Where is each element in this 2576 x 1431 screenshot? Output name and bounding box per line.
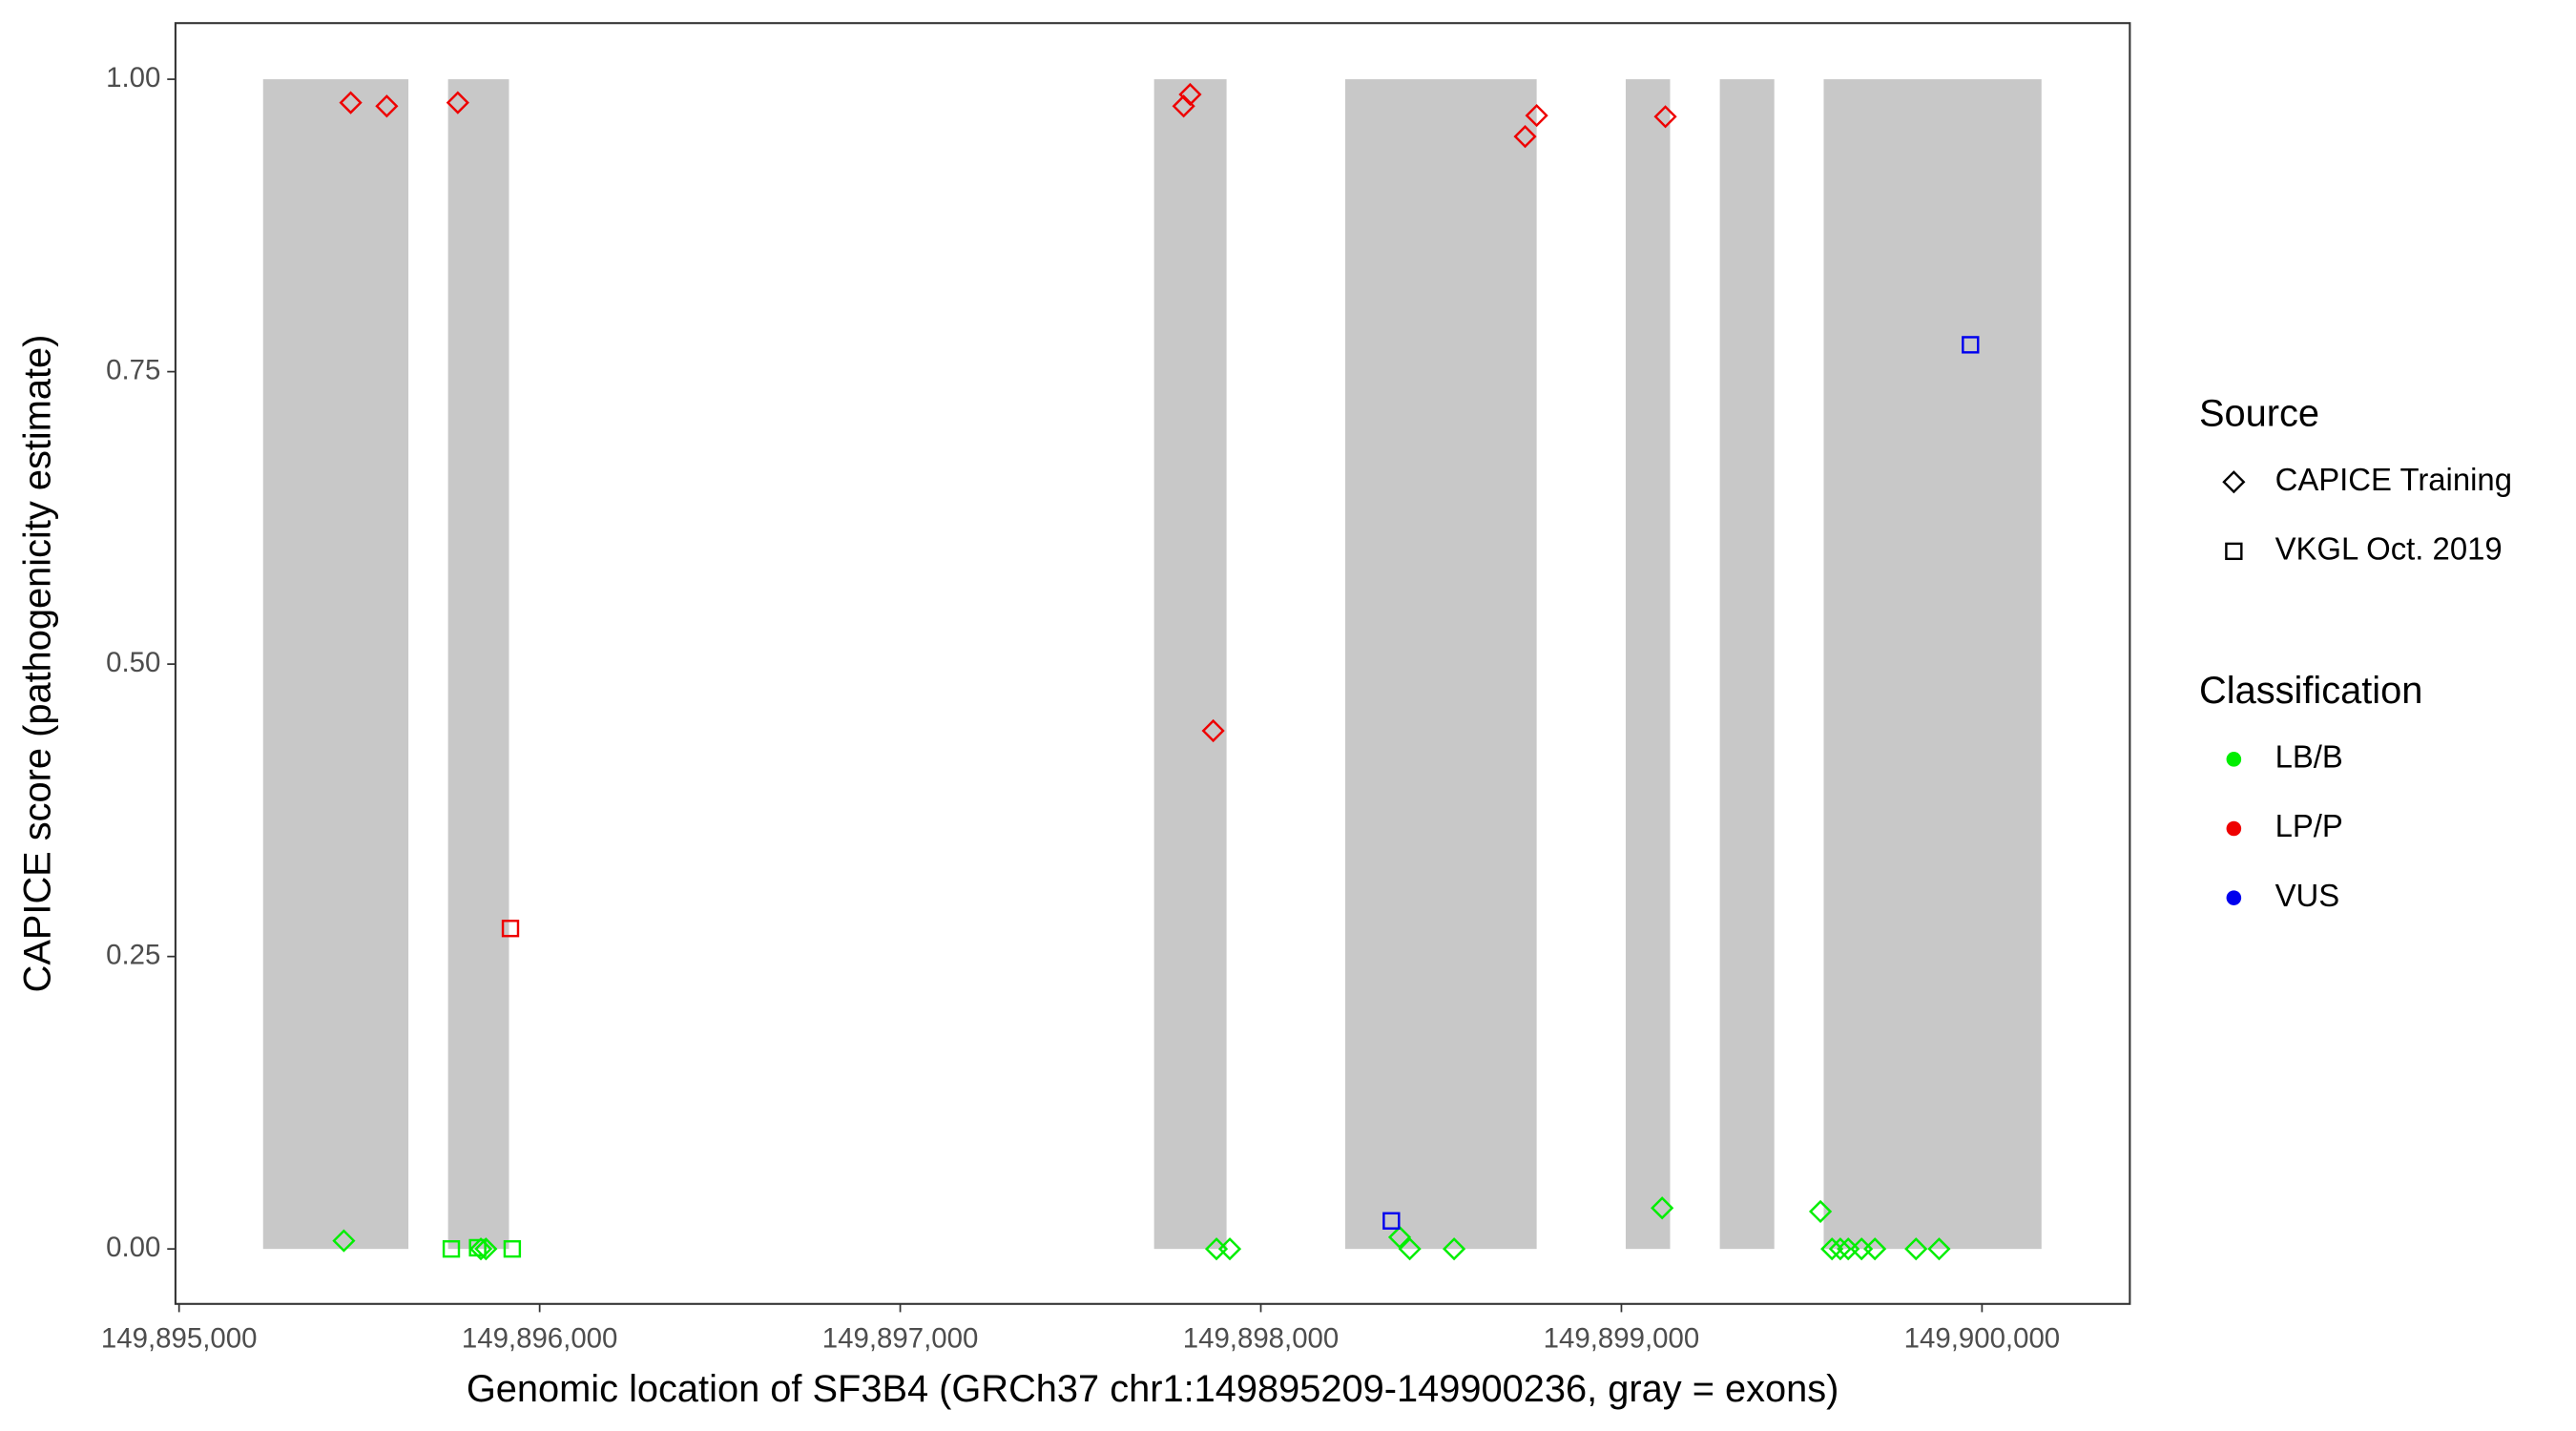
y-tick-label: 0.00 — [106, 1232, 160, 1263]
data-point — [1178, 82, 1202, 107]
legend-symbol — [2222, 470, 2246, 494]
data-point — [332, 1229, 356, 1253]
exon — [1344, 79, 1537, 1250]
x-tick-label: 149,895,000 — [101, 1323, 258, 1355]
exon — [1625, 79, 1671, 1250]
exon — [1153, 79, 1227, 1250]
legend-label: LP/P — [2275, 808, 2343, 843]
data-point — [468, 1237, 493, 1261]
data-point — [1201, 718, 1225, 743]
data-point — [1927, 1237, 1951, 1261]
data-point — [339, 91, 363, 114]
y-tick-label: 1.00 — [106, 62, 160, 93]
x-tick-label: 149,899,000 — [1544, 1323, 1700, 1355]
data-point — [1651, 1196, 1674, 1220]
legend-symbol — [2225, 542, 2243, 561]
data-point — [1962, 336, 1980, 354]
data-point — [474, 1237, 498, 1261]
x-tick-label: 149,900,000 — [1904, 1323, 2061, 1355]
data-point — [1863, 1237, 1887, 1261]
data-point — [1525, 103, 1548, 128]
legend-symbol — [2226, 820, 2242, 837]
legend-title: Classification — [2199, 670, 2422, 712]
legend-label: VUS — [2275, 878, 2340, 913]
data-point — [375, 94, 399, 118]
data-point — [1808, 1199, 1833, 1224]
plot-border — [174, 22, 2131, 1305]
y-axis-title: CAPICE score (pathogenicity estimate) — [17, 335, 59, 993]
legend-title: Source — [2199, 393, 2319, 435]
exon — [262, 79, 409, 1250]
y-tick-label: 0.25 — [106, 939, 160, 970]
data-point — [1904, 1237, 1928, 1261]
data-point — [1398, 1237, 1422, 1261]
x-tick-label: 149,896,000 — [462, 1323, 618, 1355]
x-tick-label: 149,898,000 — [1183, 1323, 1340, 1355]
data-point — [1820, 1237, 1844, 1261]
data-point — [1387, 1225, 1412, 1249]
data-point — [503, 1239, 522, 1258]
legend-symbol — [2226, 752, 2242, 767]
exon — [1719, 79, 1775, 1250]
data-point — [1442, 1237, 1466, 1261]
legend-label: CAPICE Training — [2275, 462, 2512, 497]
x-axis-title: Genomic location of SF3B4 (GRCh37 chr1:1… — [467, 1368, 1839, 1410]
legend-label: VKGL Oct. 2019 — [2275, 531, 2503, 567]
x-tick-label: 149,897,000 — [822, 1323, 979, 1355]
data-point — [1513, 125, 1537, 149]
legend-label: LB/B — [2275, 739, 2343, 775]
exon — [1823, 79, 2042, 1250]
data-point — [446, 91, 469, 114]
y-tick-label: 0.75 — [106, 354, 160, 385]
data-point — [1217, 1237, 1242, 1261]
y-tick-label: 0.50 — [106, 647, 160, 678]
data-point — [1653, 105, 1677, 129]
legend-symbol — [2226, 890, 2242, 905]
data-point — [468, 1238, 487, 1257]
data-point — [501, 920, 520, 938]
data-point — [1828, 1237, 1852, 1261]
data-point — [442, 1239, 461, 1258]
data-point — [1382, 1212, 1401, 1230]
exon — [447, 79, 509, 1250]
